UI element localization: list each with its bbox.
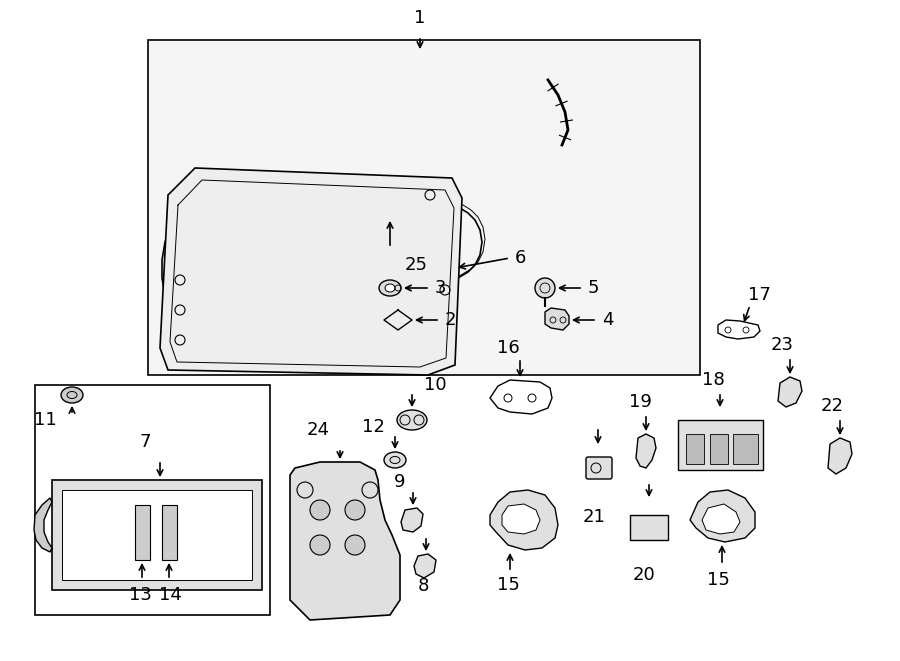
Bar [733, 434, 758, 464]
Text: 11: 11 [33, 411, 57, 429]
Text: 24: 24 [307, 421, 329, 439]
Text: 16: 16 [497, 339, 519, 357]
Text: 15: 15 [497, 576, 519, 594]
Polygon shape [702, 504, 740, 534]
Text: 17: 17 [748, 286, 771, 304]
Text: 13: 13 [129, 586, 151, 604]
Text: 8: 8 [418, 577, 428, 595]
Text: 23: 23 [770, 336, 794, 354]
Circle shape [345, 500, 365, 520]
Polygon shape [401, 508, 423, 532]
Polygon shape [414, 554, 436, 578]
Text: 9: 9 [394, 473, 406, 491]
Bar [35, 385, 270, 615]
Text: 4: 4 [602, 311, 614, 329]
Text: 15: 15 [706, 571, 729, 589]
Bar [135, 505, 150, 560]
Polygon shape [636, 434, 656, 468]
Text: 6: 6 [515, 249, 526, 267]
Text: 19: 19 [628, 393, 652, 411]
Text: 22: 22 [821, 397, 843, 415]
Polygon shape [828, 438, 852, 474]
Text: 18: 18 [702, 371, 724, 389]
Polygon shape [778, 377, 802, 407]
Polygon shape [690, 490, 755, 542]
Circle shape [310, 500, 330, 520]
Ellipse shape [384, 452, 406, 468]
Text: 20: 20 [633, 566, 655, 584]
Ellipse shape [385, 284, 395, 292]
Circle shape [345, 535, 365, 555]
Text: 1: 1 [414, 9, 426, 27]
FancyBboxPatch shape [586, 457, 612, 479]
Ellipse shape [61, 387, 83, 403]
Polygon shape [34, 498, 52, 552]
Text: 10: 10 [424, 376, 446, 394]
Bar [710, 434, 728, 464]
Polygon shape [52, 480, 262, 590]
Bar [678, 420, 763, 470]
Polygon shape [62, 490, 252, 580]
Text: 12: 12 [362, 418, 384, 436]
Text: 7: 7 [140, 433, 151, 451]
Bar [686, 434, 704, 464]
Polygon shape [502, 504, 540, 534]
Ellipse shape [397, 410, 427, 430]
Text: 14: 14 [158, 586, 182, 604]
Text: 2: 2 [445, 311, 456, 329]
Polygon shape [545, 308, 569, 330]
Circle shape [535, 278, 555, 298]
Ellipse shape [379, 280, 401, 296]
Circle shape [310, 535, 330, 555]
Text: 3: 3 [435, 279, 446, 297]
Polygon shape [160, 168, 462, 375]
Polygon shape [290, 462, 400, 620]
Bar [162, 505, 177, 560]
Bar [630, 515, 668, 540]
Text: 21: 21 [582, 508, 606, 526]
Bar [148, 40, 700, 375]
Text: 5: 5 [588, 279, 599, 297]
Text: 25: 25 [405, 256, 428, 274]
Polygon shape [490, 490, 558, 550]
